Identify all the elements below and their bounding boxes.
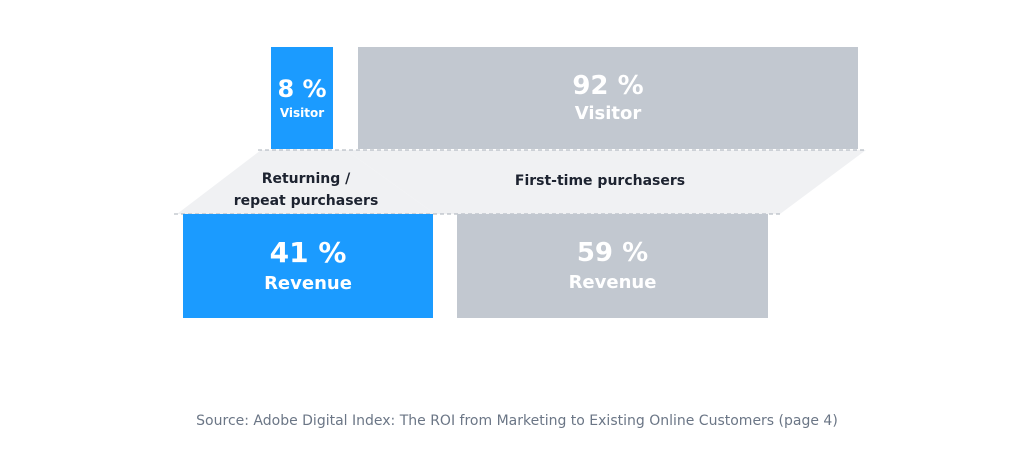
source-note: Source: Adobe Digital Index: The ROI fro… <box>196 413 838 429</box>
returning-connector-band <box>177 150 435 214</box>
returning-revenue-tile: 41 % Revenue <box>183 214 433 318</box>
first-time-revenue-value: 59 % <box>576 238 649 268</box>
first-time-revenue-tile: 59 % Revenue <box>457 214 768 318</box>
returning-visitor-tile: 8 % Visitor <box>271 47 333 149</box>
returning-segment-label: Returning / repeat purchasers <box>216 168 396 212</box>
first-time-label-line1: First-time purchasers <box>514 173 686 189</box>
first-time-connector-band <box>346 150 866 214</box>
returning-label-line1: Returning / <box>261 171 351 187</box>
first-time-revenue-label: Revenue <box>568 272 657 293</box>
returning-visitor-value: 8 % <box>277 75 327 103</box>
returning-revenue-label: Revenue <box>264 273 352 294</box>
returning-revenue-value: 41 % <box>269 236 347 269</box>
first-time-visitor-label: Visitor <box>574 103 642 124</box>
first-time-visitor-tile: 92 % Visitor <box>358 47 858 149</box>
returning-label-line2: repeat purchasers <box>233 193 379 209</box>
first-time-visitor-value: 92 % <box>572 71 644 101</box>
first-time-segment-label: First-time purchasers <box>490 170 710 192</box>
returning-visitor-label: Visitor <box>279 106 325 120</box>
